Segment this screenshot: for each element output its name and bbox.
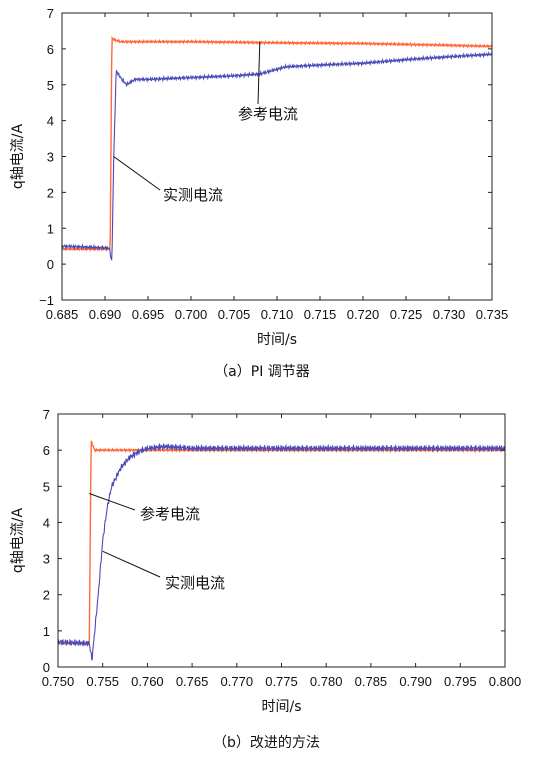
y-tick-label: 3 bbox=[47, 150, 54, 165]
x-tick-label: 0.700 bbox=[175, 307, 208, 322]
plot-frame bbox=[57, 413, 506, 668]
y-tick-label: 2 bbox=[47, 185, 54, 200]
y-axis-label: q轴电流/A bbox=[10, 507, 26, 573]
chart-a: 0.685 0.690 0.695 0.700 0.705 0.710 0.715 0.720… bbox=[10, 6, 508, 380]
series-line-reference bbox=[57, 440, 506, 647]
x-tick-label: 0.800 bbox=[489, 674, 522, 689]
chart-b: 0.750 0.755 0.760 0.765 0.770 0.775 0.780 0.785… bbox=[10, 407, 521, 751]
x-tick-label: 0.775 bbox=[265, 674, 298, 689]
series-line-measured bbox=[57, 442, 506, 661]
y-tick-label: 5 bbox=[43, 479, 50, 494]
y-tick-label: 4 bbox=[43, 515, 50, 530]
y-tick-label: 0 bbox=[47, 257, 54, 272]
series-line-reference bbox=[61, 36, 493, 252]
y-axis-label: q轴电流/A bbox=[10, 123, 26, 189]
x-tick-label: 0.690 bbox=[89, 307, 122, 322]
y-tick-label: 5 bbox=[47, 78, 54, 93]
x-tick-label: 0.790 bbox=[399, 674, 432, 689]
x-tick-label: 0.735 bbox=[476, 307, 509, 322]
x-tick-label: 0.760 bbox=[131, 674, 164, 689]
annotation-label: 参考电流 bbox=[238, 105, 298, 123]
y-tick-label: 0 bbox=[43, 660, 50, 675]
x-tick-label: 0.705 bbox=[218, 307, 251, 322]
series-line-measured bbox=[61, 50, 493, 261]
x-axis-label: 时间/s bbox=[261, 699, 301, 715]
y-tick-label: 4 bbox=[47, 114, 54, 129]
y-tick-label: 2 bbox=[43, 588, 50, 603]
y-tick-label: 1 bbox=[47, 221, 54, 236]
y-tick-label: 7 bbox=[47, 6, 54, 21]
x-tick-label: 0.750 bbox=[42, 674, 75, 689]
annotation-leader bbox=[113, 156, 161, 191]
x-tick-label: 0.720 bbox=[347, 307, 380, 322]
x-tick-label: 0.710 bbox=[261, 307, 294, 322]
y-tick-label: 1 bbox=[43, 624, 50, 639]
x-tick-label: 0.780 bbox=[310, 674, 343, 689]
x-axis-label: 时间/s bbox=[257, 332, 297, 348]
x-tick-label: 0.695 bbox=[132, 307, 165, 322]
annotation-leader bbox=[257, 41, 261, 105]
annotation-label: 实测电流 bbox=[163, 186, 223, 204]
figure-caption: （b）改进的方法 bbox=[213, 735, 320, 751]
figure-caption: （a）PI 调节器 bbox=[214, 364, 310, 380]
annotation-label: 实测电流 bbox=[165, 574, 225, 592]
y-tick-label: −1 bbox=[39, 293, 54, 308]
x-tick-label: 0.715 bbox=[304, 307, 337, 322]
x-tick-label: 0.765 bbox=[176, 674, 209, 689]
x-tick-label: 0.685 bbox=[46, 307, 79, 322]
x-tick-label: 0.770 bbox=[221, 674, 254, 689]
annotation-leader bbox=[89, 493, 136, 511]
annotation-leader bbox=[102, 550, 161, 578]
annotation-label: 参考电流 bbox=[140, 505, 200, 523]
y-tick-label: 6 bbox=[43, 443, 50, 458]
y-tick-label: 3 bbox=[43, 552, 50, 567]
x-tick-label: 0.795 bbox=[444, 674, 477, 689]
y-tick-label: 6 bbox=[47, 42, 54, 57]
x-tick-label: 0.755 bbox=[86, 674, 119, 689]
x-tick-label: 0.785 bbox=[355, 674, 388, 689]
x-tick-label: 0.730 bbox=[433, 307, 466, 322]
y-tick-label: 7 bbox=[43, 407, 50, 422]
x-tick-label: 0.725 bbox=[390, 307, 423, 322]
